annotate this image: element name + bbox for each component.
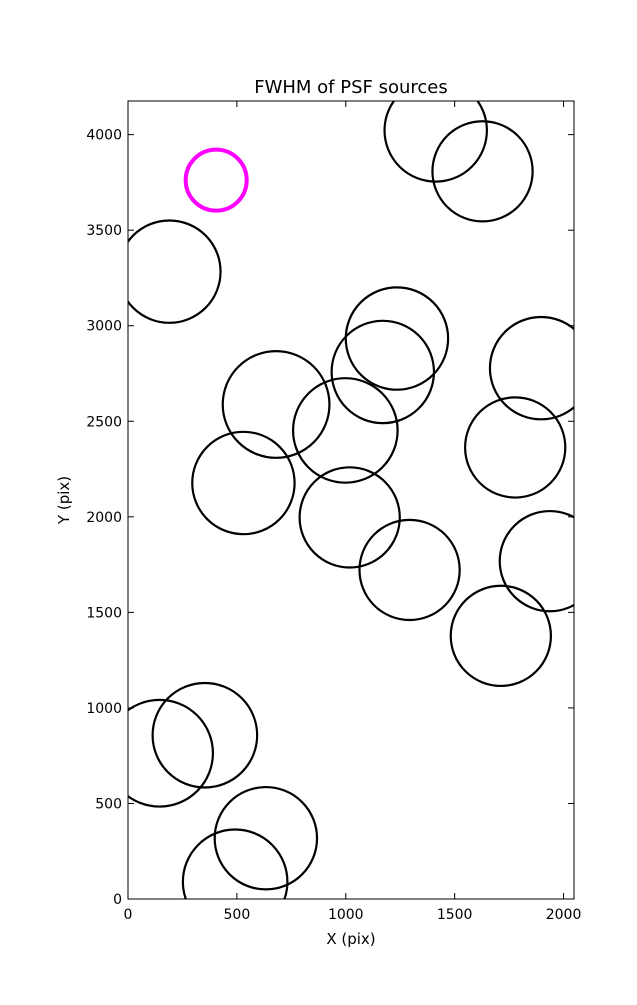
chart-title: FWHM of PSF sources	[254, 77, 448, 98]
x-tick-label: 0	[124, 907, 133, 923]
y-tick-label: 2500	[86, 414, 122, 430]
psf-source-circle	[151, 681, 259, 789]
y-tick-label: 2000	[86, 510, 122, 526]
psf-source-circle	[291, 377, 399, 484]
y-tick-label: 4000	[86, 128, 122, 144]
psf-source-circle	[128, 698, 215, 808]
x-tick-label: 1000	[328, 907, 364, 923]
plot-frame	[127, 100, 575, 900]
y-tick-label: 1500	[86, 605, 122, 621]
psf-source-circle	[498, 509, 574, 613]
x-tick-label: 500	[224, 907, 251, 923]
y-tick-label: 3000	[86, 319, 122, 335]
psf-source-circle	[221, 349, 331, 459]
axis-ticks: 0 500 1000 1500 2000 0 500 1000 1500 2000 2500 3000…	[86, 101, 581, 923]
y-tick-label: 3500	[86, 223, 122, 239]
y-axis-label: Y (pix)	[55, 476, 73, 525]
x-tick-label: 2000	[546, 907, 582, 923]
psf-source-circle	[358, 518, 461, 622]
psf-source-circle	[488, 315, 574, 421]
psf-source-circle	[181, 828, 289, 899]
psf-source-circle	[431, 120, 534, 223]
plot-marks	[128, 101, 574, 899]
y-tick-label: 500	[95, 796, 122, 812]
psf-source-circle	[213, 785, 319, 891]
psf-source-circle	[449, 584, 553, 688]
psf-source-circle	[191, 430, 296, 536]
x-tick-label: 1500	[437, 907, 473, 923]
psf-source-circle	[344, 286, 450, 391]
psf-source-circle	[128, 219, 222, 324]
y-tick-label: 1000	[86, 701, 122, 717]
psf-source-circle	[330, 319, 436, 425]
psf-source-circle	[383, 101, 488, 183]
x-axis-label: X (pix)	[326, 930, 375, 948]
psf-source-circle	[464, 396, 567, 499]
highlighted-source-circle	[183, 147, 249, 213]
y-tick-label: 0	[113, 892, 122, 908]
psf-source-circle	[298, 466, 401, 569]
